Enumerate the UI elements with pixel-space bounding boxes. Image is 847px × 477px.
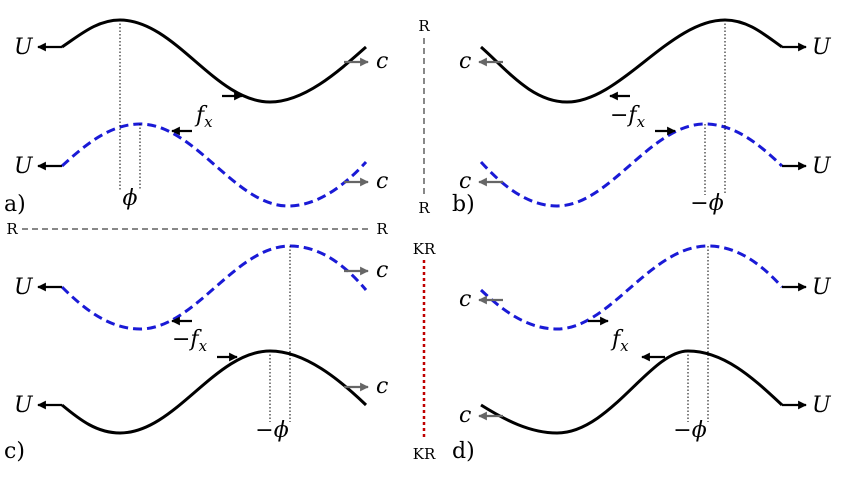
panel-c-phase-label: −ϕ (255, 418, 288, 443)
panel-b-u-label: U (812, 154, 832, 179)
r-label-mid: R (418, 199, 430, 217)
panel-d-solid-wave (480, 349, 784, 435)
panel-d-c-label: c (459, 287, 471, 312)
panel-c-u-label: U (14, 393, 34, 418)
panel-c-c-label: c (376, 374, 388, 399)
panel-c-dashed-wave (60, 244, 368, 331)
panel-d: U U c c fx −ϕ d) (452, 244, 832, 464)
panel-a-u-label: U (14, 35, 34, 60)
panel-a-dashed-wave (60, 122, 368, 208)
panel-a-c-label: c (376, 49, 388, 74)
panel-c-force-label: −fx (172, 327, 208, 355)
panel-a-force-label: fx (194, 103, 213, 131)
panel-a: U U c c fx ϕ a) (4, 18, 388, 217)
panel-a-u-label: U (14, 154, 34, 179)
panel-a-phase-label: ϕ (123, 186, 138, 211)
r-label-top: R (418, 17, 430, 35)
panel-b-force-label: −fx (610, 103, 646, 131)
panel-c: U U c c −fx −ϕ c) (4, 244, 388, 464)
panel-c-label: c) (4, 439, 25, 464)
panel-a-label: a) (4, 192, 26, 217)
panel-a-c-label: c (376, 169, 388, 194)
panel-b-phase-label: −ϕ (690, 191, 723, 216)
panel-b-c-label: c (459, 169, 471, 194)
panel-b-solid-wave (480, 18, 783, 104)
panel-c-u-label: U (14, 275, 34, 300)
panel-d-force-label: fx (610, 327, 629, 355)
panel-a-solid-wave (61, 18, 367, 104)
panel-d-c-label: c (459, 403, 471, 428)
panel-b-dashed-wave (479, 122, 784, 208)
kr-label-top: KR (413, 240, 436, 258)
panel-c-c-label: c (376, 258, 388, 283)
kr-label-bottom: KR (413, 445, 436, 463)
panel-d-dashed-wave (479, 244, 784, 331)
panel-b-label: b) (452, 192, 475, 217)
panel-b-c-label: c (459, 49, 471, 74)
r-label-left: R (6, 220, 18, 238)
panel-d-phase-label: −ϕ (673, 418, 706, 443)
panel-b-u-label: U (812, 35, 832, 60)
panel-d-u-label: U (812, 275, 832, 300)
panel-c-solid-wave (61, 349, 368, 435)
panel-d-u-label: U (812, 393, 832, 418)
r-label-right: R (376, 220, 388, 238)
panel-d-label: d) (452, 439, 475, 464)
panel-b: U U c c −fx −ϕ b) (452, 18, 832, 217)
